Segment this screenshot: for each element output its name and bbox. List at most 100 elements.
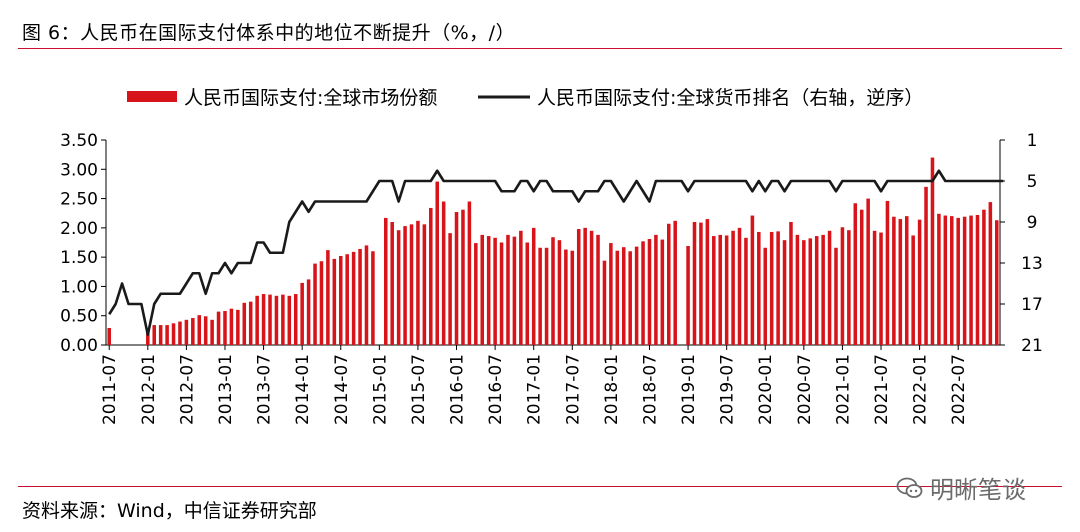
y-right-tick-label: 9 xyxy=(1027,213,1038,233)
bar xyxy=(371,251,375,345)
bar xyxy=(667,223,671,345)
x-tick-label: 2020-07 xyxy=(795,354,815,425)
legend: 人民币国际支付:全球市场份额 人民币国际支付:全球货币排名（右轴，逆序） xyxy=(127,87,923,109)
x-tick-label: 2012-01 xyxy=(139,354,159,425)
bar xyxy=(924,186,928,345)
bar xyxy=(191,318,195,345)
bar xyxy=(757,231,761,345)
bar xyxy=(454,212,459,345)
bar xyxy=(448,233,452,345)
bar xyxy=(705,219,710,345)
x-tick-label: 2019-07 xyxy=(718,354,738,425)
y-left-tick-label: 2.00 xyxy=(60,219,98,239)
y-right-tick-label: 1 xyxy=(1027,131,1038,151)
bar xyxy=(345,254,349,345)
bar xyxy=(429,207,433,345)
bar xyxy=(268,294,272,345)
bar xyxy=(551,237,555,345)
bar xyxy=(216,311,221,345)
bar xyxy=(396,230,401,345)
bar xyxy=(879,232,883,345)
bar xyxy=(904,216,909,345)
bar xyxy=(300,282,304,345)
x-tick-label: 2020-01 xyxy=(756,354,776,425)
line-series xyxy=(108,169,1004,337)
bar xyxy=(158,325,163,345)
bar xyxy=(480,234,485,345)
bar xyxy=(821,234,825,345)
bar xyxy=(866,198,870,345)
bar xyxy=(306,279,311,345)
bar xyxy=(660,239,665,345)
bar xyxy=(949,216,954,345)
bar xyxy=(988,202,993,345)
y-right-tick-label: 13 xyxy=(1021,254,1043,274)
bar xyxy=(313,263,317,345)
bar xyxy=(165,325,169,345)
bar xyxy=(744,237,748,345)
bar xyxy=(364,245,369,345)
bar xyxy=(435,181,439,345)
bar xyxy=(461,209,465,345)
bar xyxy=(712,236,716,345)
bar xyxy=(943,215,948,345)
y-left-tick-label: 3.00 xyxy=(60,160,98,180)
bar xyxy=(583,227,587,345)
y-left-tick-label: 2.50 xyxy=(60,190,98,210)
bar xyxy=(937,213,941,345)
bar xyxy=(930,157,935,345)
bar xyxy=(564,249,568,345)
bar xyxy=(782,240,787,345)
x-tick-label: 2015-07 xyxy=(409,354,429,425)
bar xyxy=(146,328,150,345)
bar xyxy=(673,220,677,345)
bar xyxy=(769,231,774,345)
bar xyxy=(898,219,903,345)
bar xyxy=(242,302,247,345)
bar xyxy=(789,222,793,345)
bar xyxy=(203,316,208,345)
bar xyxy=(962,216,967,345)
bar xyxy=(403,226,407,345)
bar xyxy=(287,295,292,345)
bottom-divider xyxy=(18,486,1062,487)
bar xyxy=(107,328,111,345)
bar xyxy=(911,235,915,345)
bar xyxy=(326,250,330,345)
x-tick-label: 2017-07 xyxy=(563,354,583,425)
y-left-tick-label: 0.00 xyxy=(60,336,98,356)
bar xyxy=(274,295,279,345)
y-left-tick-label: 1.50 xyxy=(60,248,98,268)
bar xyxy=(776,231,780,345)
x-tick-label: 2016-01 xyxy=(448,354,468,425)
bar xyxy=(409,224,414,345)
bar xyxy=(281,294,285,345)
bar xyxy=(956,217,960,345)
bar xyxy=(737,227,742,345)
bar xyxy=(885,200,890,345)
bar xyxy=(210,319,214,345)
bar xyxy=(969,215,973,345)
bar xyxy=(293,294,298,345)
bar xyxy=(236,309,240,345)
bar xyxy=(802,240,806,345)
bar xyxy=(557,240,562,345)
y-right-tick-label: 17 xyxy=(1021,295,1043,315)
figure-title: 图 6：人民币在国际支付体系中的地位不断提升（%，/） xyxy=(22,22,516,44)
source-note: 资料来源：Wind，中信证券研究部 xyxy=(22,500,317,522)
x-tick-label: 2011-07 xyxy=(100,354,120,425)
bar xyxy=(718,234,722,345)
bar xyxy=(152,325,157,345)
bar xyxy=(686,246,690,345)
bar xyxy=(647,238,652,345)
bar xyxy=(602,260,607,345)
legend-line-label: 人民币国际支付:全球货币排名（右轴，逆序） xyxy=(537,87,923,109)
y-left-tick-label: 0.50 xyxy=(60,307,98,327)
bar xyxy=(525,242,530,345)
bar xyxy=(917,219,922,345)
bar xyxy=(519,230,523,345)
bar xyxy=(750,215,755,345)
x-tick-label: 2017-01 xyxy=(525,354,545,425)
bar xyxy=(474,243,478,345)
bar xyxy=(416,220,420,345)
